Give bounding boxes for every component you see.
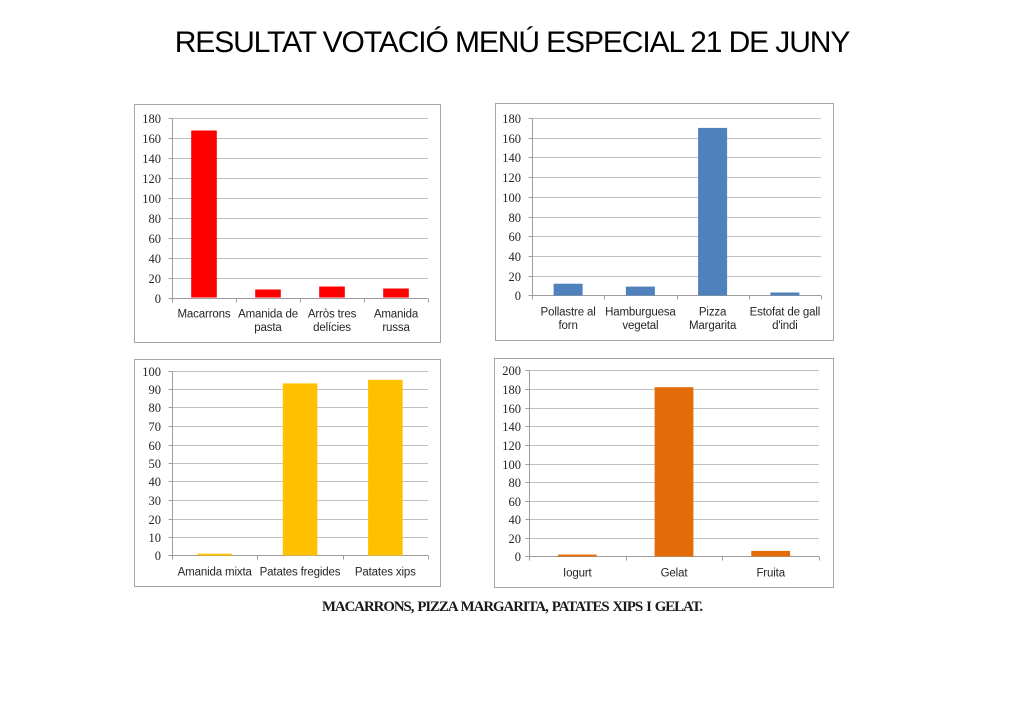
svg-text:delícies: delícies bbox=[313, 322, 351, 334]
svg-text:160: 160 bbox=[502, 132, 521, 146]
svg-text:60: 60 bbox=[509, 230, 522, 244]
svg-text:180: 180 bbox=[502, 112, 521, 126]
svg-text:Margarita: Margarita bbox=[689, 320, 737, 332]
svg-text:40: 40 bbox=[149, 475, 162, 489]
svg-text:russa: russa bbox=[382, 322, 410, 334]
svg-text:20: 20 bbox=[149, 513, 162, 527]
svg-text:200: 200 bbox=[502, 364, 521, 378]
svg-text:20: 20 bbox=[149, 272, 162, 286]
svg-text:50: 50 bbox=[149, 457, 162, 471]
svg-text:Amanida: Amanida bbox=[374, 309, 419, 321]
svg-text:forn: forn bbox=[558, 320, 577, 332]
svg-text:pasta: pasta bbox=[254, 322, 282, 334]
svg-text:100: 100 bbox=[142, 365, 161, 379]
svg-text:140: 140 bbox=[502, 420, 521, 434]
svg-text:100: 100 bbox=[142, 192, 161, 206]
svg-text:100: 100 bbox=[502, 191, 521, 205]
svg-text:10: 10 bbox=[149, 531, 162, 545]
svg-text:60: 60 bbox=[509, 495, 522, 509]
svg-text:20: 20 bbox=[509, 532, 522, 546]
svg-text:Estofat de gall: Estofat de gall bbox=[750, 307, 821, 319]
svg-text:vegetal: vegetal bbox=[622, 320, 658, 332]
svg-text:40: 40 bbox=[149, 252, 162, 266]
svg-text:0: 0 bbox=[515, 289, 521, 303]
svg-text:Patates xips: Patates xips bbox=[355, 567, 416, 579]
svg-text:70: 70 bbox=[149, 420, 162, 434]
svg-text:Fruita: Fruita bbox=[756, 568, 785, 580]
svg-text:d'indi: d'indi bbox=[772, 320, 798, 332]
svg-text:Pollastre al: Pollastre al bbox=[541, 307, 596, 319]
svg-text:160: 160 bbox=[142, 132, 161, 146]
svg-text:20: 20 bbox=[509, 270, 522, 284]
svg-text:Hamburguesa: Hamburguesa bbox=[605, 307, 676, 319]
svg-text:120: 120 bbox=[502, 439, 521, 453]
svg-text:30: 30 bbox=[149, 494, 162, 508]
svg-text:Macarrons: Macarrons bbox=[178, 309, 231, 321]
svg-text:60: 60 bbox=[149, 439, 162, 453]
svg-text:Arròs tres: Arròs tres bbox=[308, 309, 357, 321]
svg-text:140: 140 bbox=[502, 151, 521, 165]
svg-text:40: 40 bbox=[509, 513, 522, 527]
svg-text:90: 90 bbox=[149, 383, 162, 397]
svg-text:0: 0 bbox=[155, 292, 161, 306]
svg-text:Iogurt: Iogurt bbox=[563, 568, 592, 580]
svg-text:160: 160 bbox=[502, 402, 521, 416]
svg-text:120: 120 bbox=[502, 171, 521, 185]
svg-text:60: 60 bbox=[149, 232, 162, 246]
svg-text:80: 80 bbox=[149, 401, 162, 415]
svg-text:0: 0 bbox=[515, 550, 521, 564]
svg-text:80: 80 bbox=[509, 476, 522, 490]
svg-text:Amanida mixta: Amanida mixta bbox=[178, 567, 253, 579]
svg-text:120: 120 bbox=[142, 172, 161, 186]
svg-text:180: 180 bbox=[502, 383, 521, 397]
svg-text:100: 100 bbox=[502, 458, 521, 472]
svg-text:0: 0 bbox=[155, 549, 161, 563]
svg-text:Gelat: Gelat bbox=[661, 568, 689, 580]
svg-text:Amanida de: Amanida de bbox=[238, 309, 298, 321]
svg-text:Pizza: Pizza bbox=[699, 307, 727, 319]
svg-text:40: 40 bbox=[509, 250, 522, 264]
svg-text:Patates fregides: Patates fregides bbox=[260, 567, 341, 579]
svg-text:80: 80 bbox=[149, 212, 162, 226]
svg-text:80: 80 bbox=[509, 211, 522, 225]
svg-text:140: 140 bbox=[142, 152, 161, 166]
svg-text:180: 180 bbox=[142, 112, 161, 126]
